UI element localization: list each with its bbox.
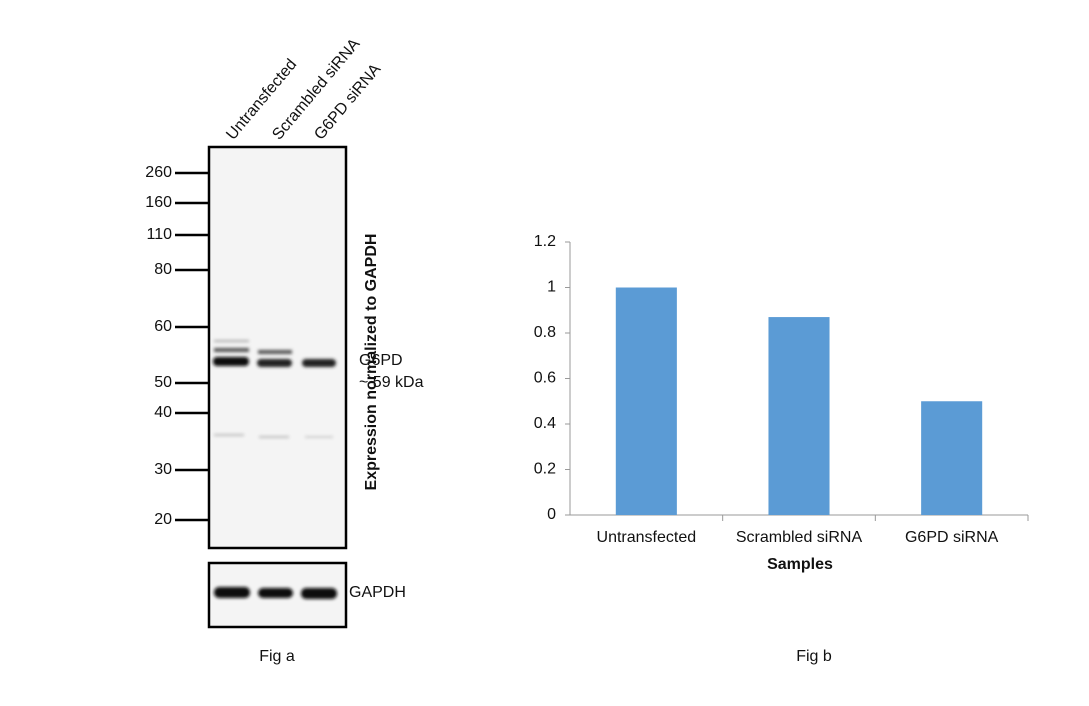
y-tick-label: 0.2	[534, 461, 556, 478]
loading-control: GAPDH	[349, 584, 406, 601]
marker-label: 40	[154, 404, 172, 421]
gapdh-bands	[214, 587, 337, 599]
y-axis-title: Expression normalized to GAPDH	[363, 233, 380, 491]
marker-label: 260	[145, 164, 172, 181]
bar	[921, 401, 983, 515]
marker-label: 80	[154, 261, 172, 278]
marker-label: 60	[154, 318, 172, 335]
x-axis-title: Samples	[767, 556, 833, 573]
bar	[615, 287, 677, 515]
y-tick-label: 1.2	[534, 233, 556, 250]
blot-panel	[207, 145, 348, 550]
marker-label: 50	[154, 374, 172, 391]
x-tick-label: Scrambled siRNA	[736, 529, 863, 546]
marker-label: 110	[146, 226, 172, 243]
bar	[768, 317, 830, 515]
y-tick-label: 0	[547, 506, 556, 523]
marker-label: 20	[154, 511, 172, 528]
bands	[213, 340, 336, 438]
band-label: G6PD	[359, 352, 403, 369]
y-tick-label: 0.8	[534, 324, 556, 341]
caption: Fig a	[259, 648, 295, 665]
x-tick-label: Untransfected	[597, 529, 697, 546]
marker-label: 30	[154, 461, 172, 478]
marker-label: 160	[145, 194, 172, 211]
caption: Fig b	[796, 648, 832, 665]
y-tick-label: 0.6	[534, 370, 556, 387]
band-size: ~ 59 kDa	[359, 374, 424, 391]
y-tick-label: 1	[547, 279, 556, 296]
x-tick-label: G6PD siRNA	[905, 529, 999, 546]
y-tick-label: 0.4	[534, 415, 556, 432]
